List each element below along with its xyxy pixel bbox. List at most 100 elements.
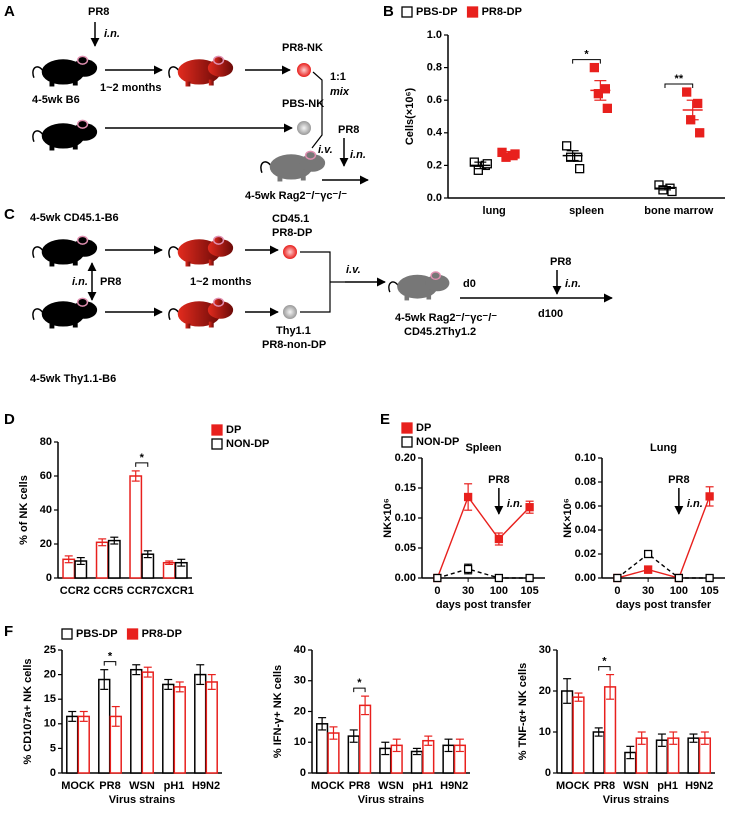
- y-tick-label: 0.08: [575, 476, 596, 488]
- x-tick-label: CCR5: [93, 585, 123, 597]
- y-tick-label: 0.0: [427, 192, 442, 204]
- data-point: [613, 573, 622, 583]
- legend-label: NON-DP: [226, 438, 269, 450]
- panel-label: E: [380, 411, 390, 428]
- label: PR8-NK: [282, 42, 323, 54]
- x-axis-label: days post transfer: [436, 599, 532, 611]
- data-point: [695, 128, 705, 138]
- bar: [572, 696, 585, 774]
- y-tick-label: 25: [44, 644, 56, 656]
- y-tick-label: 10: [294, 736, 306, 748]
- data-point: [473, 165, 483, 175]
- significance-label: *: [584, 49, 589, 61]
- y-tick-label: 30: [294, 675, 306, 687]
- y-tick-label: 1.0: [427, 29, 442, 41]
- label: PR8: [550, 256, 571, 268]
- legend-label: PR8-DP: [482, 6, 522, 18]
- x-tick-label: spleen: [569, 205, 604, 217]
- bar: [592, 731, 605, 774]
- annotation: PR8: [668, 474, 689, 486]
- label: mix: [330, 86, 350, 98]
- data-point: [602, 103, 612, 113]
- label: CD45.1: [272, 213, 309, 225]
- line: [436, 495, 531, 579]
- bar: [162, 683, 175, 774]
- chart-title: Lung: [650, 442, 677, 454]
- mouse: [32, 297, 98, 330]
- y-tick-label: 0.6: [427, 94, 442, 106]
- y-tick-label: 0.06: [575, 500, 596, 512]
- y-tick-label: 40: [40, 504, 52, 516]
- x-tick-label: MOCK: [61, 780, 95, 792]
- x-tick-label: H9N2: [685, 780, 713, 792]
- legend-swatch: [211, 424, 223, 436]
- connector: [311, 71, 323, 149]
- label: d100: [538, 308, 563, 320]
- annotation: i.n.: [687, 498, 703, 510]
- x-tick-label: 0: [434, 585, 440, 597]
- bar: [98, 678, 111, 774]
- y-tick-label: 0: [300, 767, 306, 779]
- legend-swatch: [126, 628, 139, 640]
- x-tick-label: PR8: [349, 780, 370, 792]
- cell: [297, 121, 311, 135]
- bar: [603, 686, 617, 774]
- significance-label: *: [602, 656, 607, 668]
- label: 4-5wk Rag2⁻/⁻γc⁻/⁻: [395, 312, 497, 324]
- legend-swatch: [401, 6, 413, 18]
- data-point: [674, 573, 684, 583]
- data-point: [494, 534, 504, 544]
- x-tick-label: CCR7: [127, 585, 157, 597]
- data-point: [705, 573, 714, 583]
- y-tick-label: 0.00: [395, 572, 416, 584]
- label: i.v.: [318, 144, 333, 156]
- data-point: [525, 503, 534, 512]
- x-tick-label: MOCK: [311, 780, 345, 792]
- bar: [141, 671, 154, 774]
- mouse: [388, 271, 451, 302]
- legend-label: PR8-DP: [142, 628, 182, 640]
- data-point: [525, 573, 534, 583]
- connector: [300, 251, 345, 313]
- label: PBS-NK: [282, 98, 324, 110]
- y-axis-label: NK×10⁶: [562, 498, 574, 538]
- legend-label: NON-DP: [416, 436, 459, 448]
- mouse: [168, 55, 234, 88]
- label: PR8: [100, 276, 121, 288]
- x-tick-label: 100: [670, 585, 688, 597]
- chart-title: Spleen: [465, 442, 501, 454]
- panel-label: D: [4, 411, 15, 428]
- legend-label: DP: [416, 422, 431, 434]
- data-point: [510, 149, 520, 159]
- label: 4-5wk B6: [32, 94, 80, 106]
- significance-bracket: [572, 59, 601, 64]
- y-tick-label: 5: [50, 742, 56, 754]
- y-axis-label: % of NK cells: [18, 475, 30, 545]
- label: i.n.: [72, 276, 88, 288]
- bar: [194, 673, 207, 774]
- bar: [205, 681, 218, 774]
- significance-bracket: [103, 661, 117, 666]
- x-tick-label: 30: [642, 585, 654, 597]
- mouse: [260, 150, 326, 183]
- panel-label: B: [383, 3, 394, 20]
- y-tick-label: 0: [46, 572, 52, 584]
- label: 1~2 months: [190, 276, 251, 288]
- panel-label: A: [4, 3, 15, 20]
- y-axis-label: % IFN-γ+ NK cells: [272, 665, 284, 758]
- legend-swatch: [401, 422, 413, 434]
- data-point: [566, 152, 576, 162]
- mouse: [168, 297, 234, 330]
- y-tick-label: 10: [539, 726, 551, 738]
- x-tick-label: WSN: [623, 780, 649, 792]
- x-tick-label: 0: [614, 585, 620, 597]
- significance-label: *: [108, 651, 113, 663]
- data-point: [501, 152, 511, 162]
- label: PR8-non-DP: [262, 339, 326, 351]
- label: i.n.: [104, 28, 120, 40]
- bar: [687, 737, 700, 774]
- legend-swatch: [466, 6, 479, 18]
- data-point: [433, 573, 442, 583]
- y-tick-label: 60: [40, 470, 52, 482]
- label: 4-5wk Thy1.1-B6: [30, 373, 116, 385]
